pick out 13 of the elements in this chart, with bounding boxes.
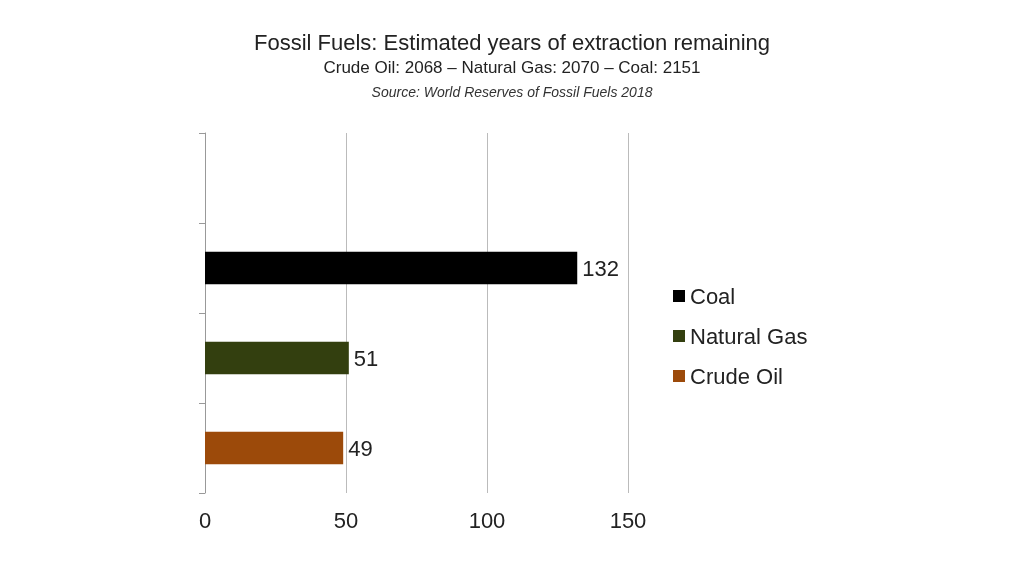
legend-label: Coal [690,283,736,309]
source-note: Source: World Reserves of Fossil Fuels 2018 [371,84,653,100]
data-label: 51 [353,345,379,371]
legend-label: Crude Oil [690,363,783,389]
chart-subtitle: Crude Oil: 2068 – Natural Gas: 2070 – Coal: 2151 [323,58,701,77]
x-tick-label: 150 [609,507,647,533]
data-label: 49 [348,435,373,461]
x-tick-label: 50 [333,507,359,533]
legend-label: Natural Gas [690,323,808,349]
x-tick-label: 0 [198,507,212,533]
x-tick-label: 100 [468,507,506,533]
data-label: 132 [582,255,619,281]
chart-title: Fossil Fuels: Estimated years of extraction remaining [254,29,770,55]
